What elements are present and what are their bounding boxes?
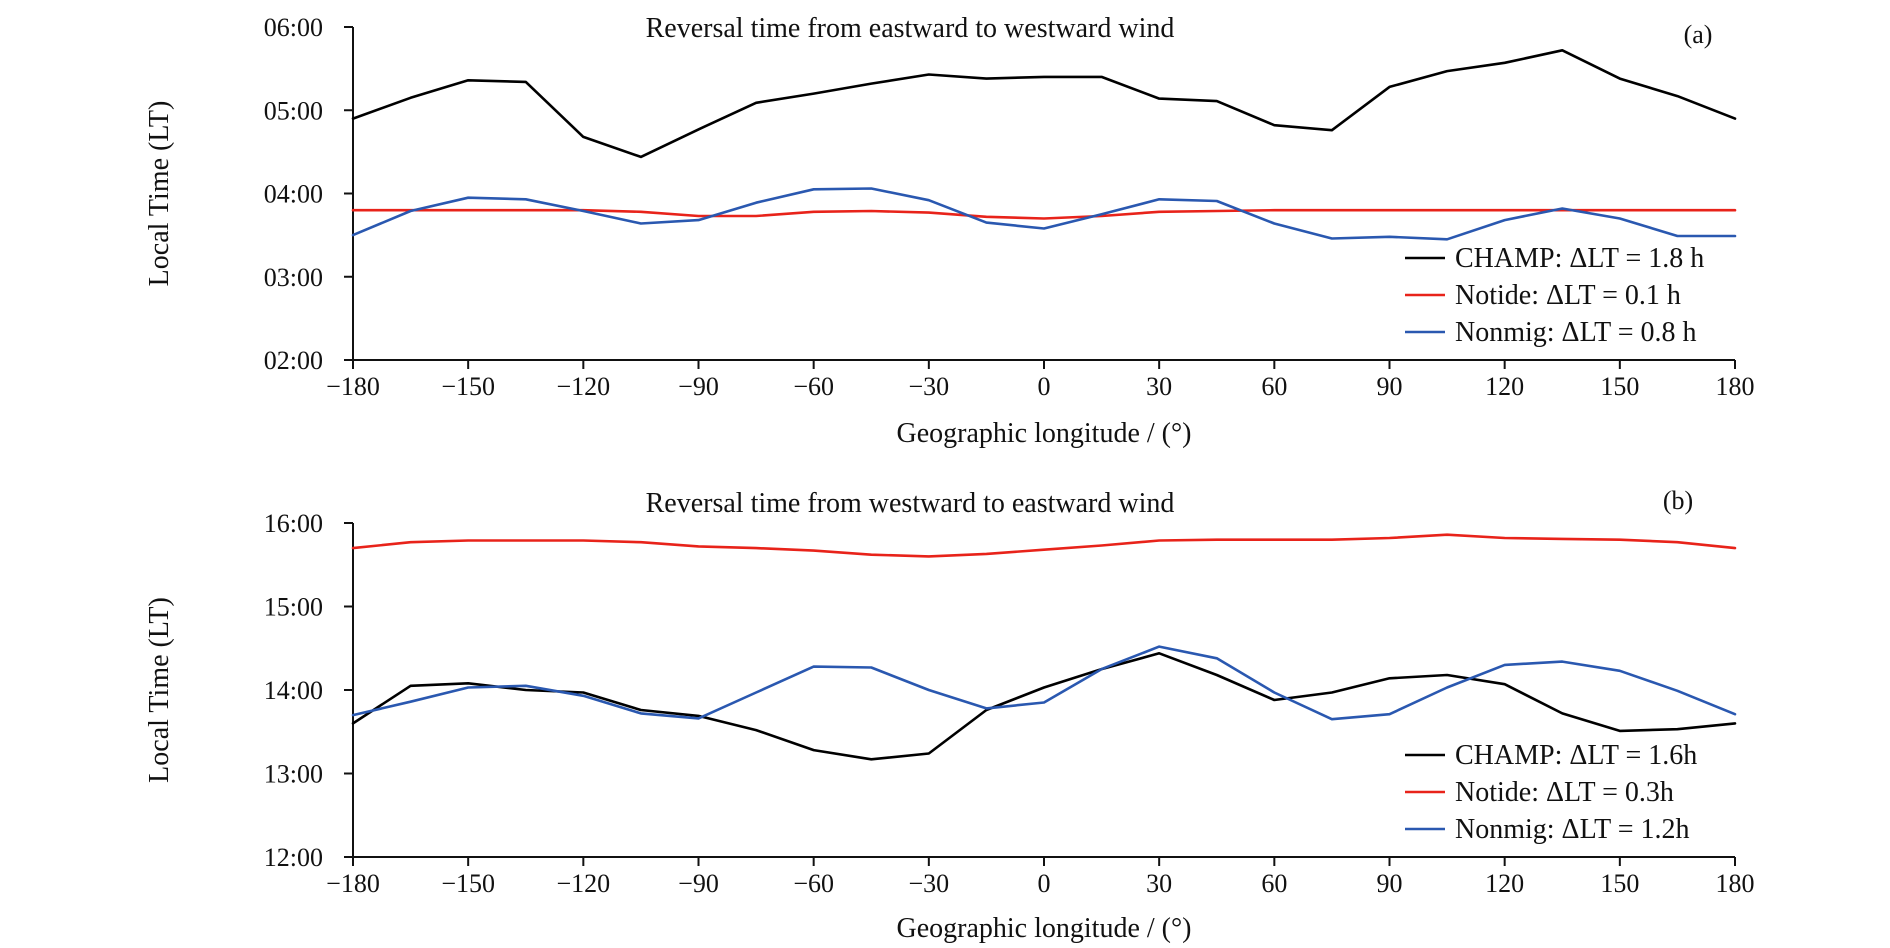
x-tick-label: −180	[326, 372, 380, 401]
series-line-2	[351, 187, 1737, 241]
x-tick-label: 180	[1716, 869, 1755, 898]
y-tick-label: 14:00	[264, 676, 323, 705]
chart-title: Reversal time from westward to eastward …	[646, 488, 1175, 519]
x-tick-label: 150	[1600, 372, 1639, 401]
panel-label: (a)	[1684, 20, 1713, 49]
x-tick-label: 30	[1146, 372, 1172, 401]
x-tick-label: 60	[1261, 869, 1287, 898]
x-tick-label: 0	[1038, 869, 1051, 898]
x-tick-label: 60	[1261, 372, 1287, 401]
series-line-2	[351, 645, 1737, 721]
legend-label: Notide: ΔLT = 0.1 h	[1455, 280, 1681, 311]
x-tick-label: 180	[1716, 372, 1755, 401]
y-tick-label: 16:00	[264, 509, 323, 538]
x-tick-label: 90	[1377, 869, 1403, 898]
y-tick-label: 13:00	[264, 760, 323, 789]
x-tick-label: −30	[908, 372, 949, 401]
legend-label: Nonmig: ΔLT = 0.8 h	[1455, 317, 1697, 348]
panel-b: −180 −150 −120 −90 −60 −30 0 30 60 90 120 150 180 12:…	[144, 486, 1755, 944]
legend-label: CHAMP: ΔLT = 1.8 h	[1455, 243, 1704, 274]
x-tick-label: −180	[326, 869, 380, 898]
series-line-0	[351, 651, 1737, 761]
x-axis-label: Geographic longitude / (°)	[897, 913, 1192, 944]
y-tick-label: 02:00	[264, 346, 323, 375]
x-tick-label: 90	[1377, 372, 1403, 401]
y-tick-label: 03:00	[264, 263, 323, 292]
x-tick-label: 30	[1146, 869, 1172, 898]
y-axis-label: Local Time (LT)	[144, 101, 175, 287]
x-tick-label: −120	[556, 372, 610, 401]
x-axis-label: Geographic longitude / (°)	[897, 418, 1192, 449]
series-line-0	[351, 48, 1737, 159]
x-tick-label: −90	[678, 869, 719, 898]
x-tick-label: 0	[1038, 372, 1051, 401]
panel-a: −180 −150 −120 −90 −60 −30 0 30 60 90 120 150 180 02:…	[144, 13, 1755, 449]
series-line-1	[351, 533, 1737, 558]
x-tick-label: −150	[441, 372, 495, 401]
x-tick-label: 120	[1485, 869, 1524, 898]
y-axis-label: Local Time (LT)	[144, 597, 175, 783]
x-tick-label: −60	[793, 869, 834, 898]
y-tick-label: 04:00	[264, 180, 323, 209]
x-tick-label: 150	[1600, 869, 1639, 898]
y-tick-label: 06:00	[264, 13, 323, 42]
y-tick-label: 12:00	[264, 843, 323, 872]
x-tick-label: −150	[441, 869, 495, 898]
x-tick-label: −60	[793, 372, 834, 401]
x-tick-label: −90	[678, 372, 719, 401]
legend-label: Notide: ΔLT = 0.3h	[1455, 777, 1674, 808]
y-tick-label: 15:00	[264, 593, 323, 622]
legend-label: Nonmig: ΔLT = 1.2h	[1455, 814, 1690, 845]
chart-title: Reversal time from eastward to westward …	[646, 13, 1175, 44]
x-tick-label: −120	[556, 869, 610, 898]
x-tick-label: 120	[1485, 372, 1524, 401]
x-tick-label: −30	[908, 869, 949, 898]
legend-label: CHAMP: ΔLT = 1.6h	[1455, 740, 1697, 771]
y-tick-label: 05:00	[264, 96, 323, 125]
panel-label: (b)	[1663, 486, 1693, 515]
